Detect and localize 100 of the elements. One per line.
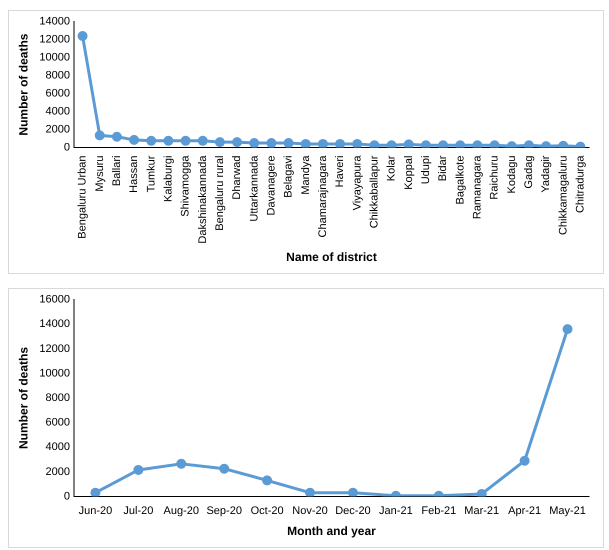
- point: [404, 139, 414, 148]
- x-tick-label: Koppal: [402, 156, 415, 190]
- x-tick-label: Dharwad: [231, 156, 244, 200]
- y-tick-label: 14000: [39, 16, 70, 28]
- x-tick-label: Shivamogga: [180, 154, 192, 217]
- x-axis-title: Month and year: [287, 524, 376, 538]
- point: [562, 324, 573, 334]
- y-tick-label: 8000: [46, 392, 70, 404]
- x-tick-label: Aug-20: [164, 505, 200, 518]
- x-tick-label: Chikkaballapur: [368, 155, 380, 228]
- y-tick-label: 12000: [39, 342, 70, 355]
- x-tick-label: Tumkur: [145, 155, 158, 192]
- x-tick-label: Ramanagara: [471, 154, 484, 220]
- y-tick-label: 4000: [46, 441, 70, 454]
- x-tick-label: Mar-21: [464, 505, 500, 518]
- x-tick-label: Hassan: [128, 156, 140, 193]
- y-tick-label: 2000: [46, 466, 70, 478]
- point: [352, 138, 362, 148]
- x-tick-label: Ballari: [110, 156, 123, 186]
- x-tick-label: Bengaluru rural: [214, 156, 226, 231]
- point: [78, 30, 88, 41]
- point: [90, 488, 100, 496]
- point: [284, 138, 294, 148]
- y-tick-label: 0: [64, 490, 70, 502]
- y-tick-label: 6000: [46, 88, 70, 100]
- point: [476, 488, 487, 496]
- x-tick-label: Sep-20: [206, 505, 242, 518]
- point: [163, 136, 174, 146]
- x-tick-label: Bengaluru Urban: [76, 156, 89, 239]
- point: [198, 136, 208, 146]
- y-tick-label: 2000: [46, 124, 70, 136]
- x-tick-label: Uttarkannada: [248, 154, 260, 222]
- point: [249, 138, 260, 148]
- point: [472, 140, 482, 148]
- point: [232, 137, 242, 148]
- point: [300, 138, 311, 148]
- x-tick-label: Nov-20: [292, 505, 328, 518]
- x-tick-label: Kalaburgi: [162, 156, 174, 202]
- x-tick-label: Gadag: [522, 156, 535, 189]
- y-tick-label: 0: [64, 142, 70, 154]
- point: [369, 140, 380, 148]
- point: [335, 138, 346, 148]
- point: [420, 140, 431, 148]
- point: [94, 130, 105, 140]
- point: [524, 140, 534, 148]
- x-tick-label: Haveri: [334, 156, 346, 188]
- x-tick-label: Belagavi: [282, 156, 295, 198]
- point: [490, 140, 500, 148]
- point: [438, 140, 448, 148]
- x-tick-label: Chikkamagaluru: [557, 156, 570, 236]
- x-tick-label: Kolar: [386, 155, 398, 182]
- point: [266, 138, 276, 148]
- y-axis-title: Number of deaths: [16, 33, 31, 136]
- y-tick-label: 14000: [39, 318, 70, 330]
- point: [214, 137, 225, 148]
- y-tick-label: 10000: [39, 52, 70, 64]
- x-tick-label: Oct-20: [250, 505, 284, 518]
- point: [348, 488, 358, 496]
- y-tick-label: 10000: [39, 367, 70, 380]
- x-tick-label: Bagalkote: [454, 156, 466, 204]
- x-tick-label: Dakshinakannada: [196, 154, 209, 244]
- x-tick-label: Viyayapura: [351, 154, 364, 210]
- x-tick-label: Yadagir: [540, 155, 552, 193]
- y-tick-label: 12000: [39, 34, 70, 46]
- point: [129, 134, 140, 145]
- point: [386, 140, 397, 148]
- point: [180, 136, 191, 146]
- point: [112, 132, 122, 142]
- x-tick-label: Feb-21: [421, 505, 456, 518]
- x-tick-label: Chitradurga: [574, 154, 586, 214]
- point: [558, 140, 568, 148]
- x-tick-label: Jun-20: [78, 505, 112, 518]
- point: [262, 475, 272, 486]
- x-tick-label: Bidar: [437, 155, 450, 182]
- x-tick-label: May-21: [549, 505, 586, 518]
- x-tick-label: Mandya: [300, 154, 312, 195]
- point: [305, 488, 316, 496]
- x-tick-label: Jan-21: [379, 505, 413, 518]
- y-tick-label: 4000: [46, 106, 70, 118]
- y-tick-label: 8000: [46, 70, 70, 82]
- y-tick-label: 6000: [46, 416, 70, 429]
- point: [318, 138, 328, 148]
- x-tick-label: Jul-20: [123, 505, 154, 518]
- y-tick-label: 16000: [39, 294, 70, 306]
- x-tick-label: Mysuru: [94, 156, 106, 192]
- point: [455, 140, 466, 148]
- x-tick-label: Davanagere: [265, 156, 278, 216]
- x-tick-label: Udupi: [420, 156, 432, 184]
- x-axis-title: Name of district: [286, 250, 377, 264]
- point: [520, 456, 530, 466]
- y-axis-title: Number of deaths: [16, 346, 31, 450]
- x-tick-label: Dec-20: [335, 505, 371, 518]
- x-tick-label: Raichuru: [488, 156, 501, 200]
- point: [176, 458, 186, 469]
- x-tick-label: Apr-21: [508, 505, 542, 518]
- point: [133, 464, 144, 475]
- point: [219, 464, 230, 474]
- x-tick-label: Kodagu: [506, 156, 518, 194]
- x-tick-label: Chamarajnagara: [316, 154, 329, 238]
- point: [146, 136, 156, 146]
